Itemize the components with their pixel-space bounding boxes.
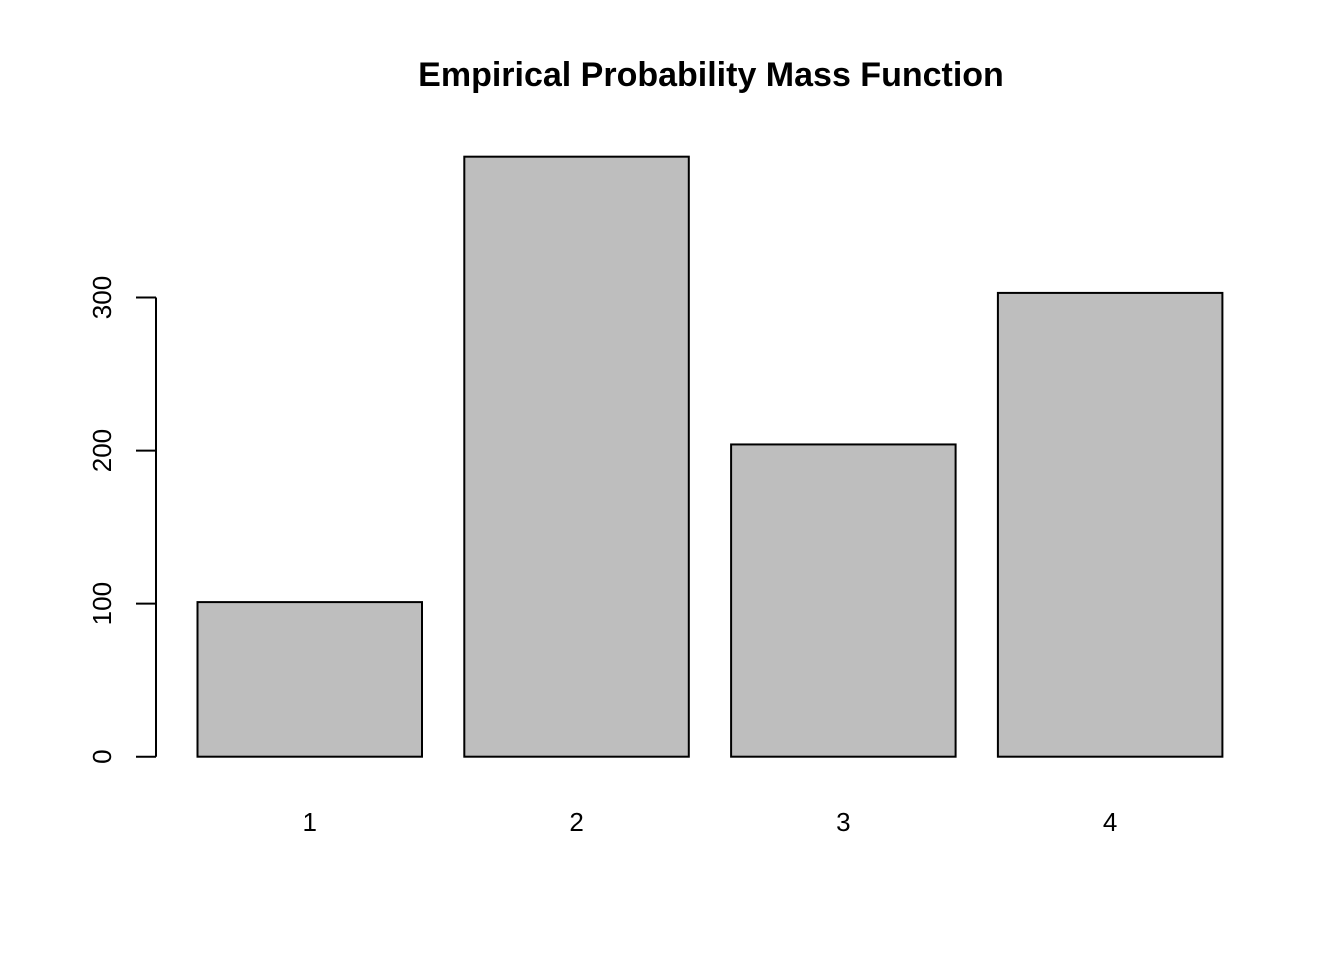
x-category-label: 1 [303,807,317,837]
y-tick-label: 0 [87,749,117,763]
y-tick-label: 200 [87,429,117,472]
y-tick-label: 300 [87,276,117,319]
bar-1 [196,601,423,758]
chart-title: Empirical Probability Mass Function [418,56,1004,94]
bar-2 [463,155,690,758]
x-category-label: 4 [1103,807,1117,837]
y-tick-label: 100 [87,582,117,625]
x-category-label: 3 [836,807,850,837]
bar-4 [996,291,1224,758]
x-category-label: 2 [569,807,583,837]
bar-3 [730,443,957,758]
